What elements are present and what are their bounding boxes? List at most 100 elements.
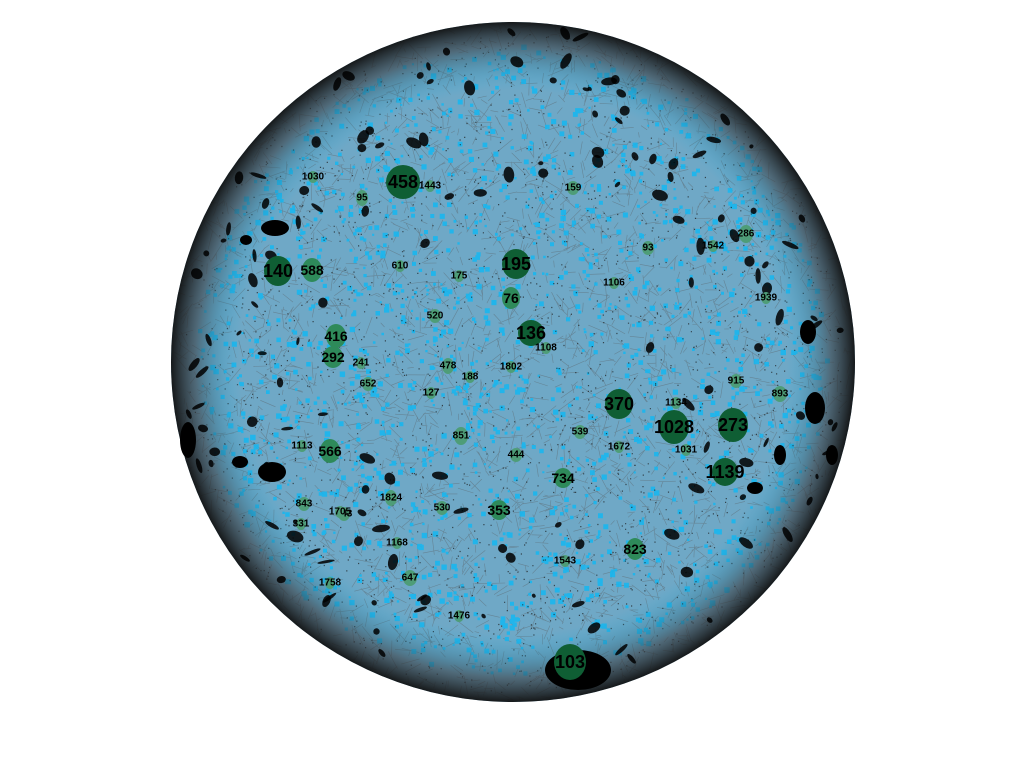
dense-cluster-blob [236, 330, 242, 336]
dense-cluster-blob [571, 600, 585, 608]
dense-cluster-blob [616, 89, 627, 98]
hub-node-circle [761, 292, 771, 304]
hub-node-label: 893 [772, 389, 789, 400]
dense-cluster-blob [538, 168, 549, 178]
hub-node-circle [626, 538, 644, 560]
dense-cluster-blob [246, 416, 258, 427]
dense-cluster-blob [750, 207, 757, 214]
dense-cluster-blob [782, 240, 799, 250]
dense-cluster-blob [827, 419, 834, 426]
hub-node-1031: 1031 [675, 444, 698, 456]
hub-node-label: 188 [462, 372, 479, 383]
hub-node-458: 458 [386, 165, 420, 199]
dense-cluster-blob [815, 473, 819, 480]
dense-cluster-blob [729, 229, 740, 243]
dense-cluster-blob [317, 559, 335, 564]
dense-cluster-blob [549, 77, 557, 84]
hub-node-circle [454, 270, 464, 282]
hub-node-label: 1134 [665, 398, 687, 409]
dense-cluster-blob [276, 576, 286, 584]
dense-cluster-blob [426, 62, 431, 71]
hub-node-circle [296, 518, 306, 530]
dense-cluster-blob [240, 554, 250, 562]
hub-node-circle [510, 448, 522, 462]
hub-node-circle [642, 241, 654, 255]
hub-node-652: 652 [360, 377, 377, 391]
hub-node-label: 1939 [755, 293, 778, 304]
dense-cluster-blob [250, 172, 267, 179]
hub-node-circle [773, 386, 787, 402]
dense-cluster-blob [295, 215, 301, 229]
dense-cluster-blob [342, 71, 355, 81]
hub-node-label: 1028 [654, 417, 694, 437]
dense-cluster-blob [672, 215, 685, 224]
hub-node-circle [325, 577, 335, 589]
dense-cluster-blob [192, 402, 205, 410]
hub-node-1134: 1134 [665, 397, 687, 409]
dense-cluster-blob [717, 214, 725, 223]
dense-cluster-blob [361, 485, 370, 494]
dense-cluster-blob [510, 56, 524, 68]
hub-node-circle [392, 537, 402, 549]
dense-cluster-blob [195, 366, 209, 378]
hub-node-circle [386, 165, 420, 199]
hub-node-circle [502, 249, 530, 279]
dense-cluster-blob [739, 537, 753, 549]
dense-cluster-blob [203, 250, 210, 257]
dense-cluster-blob [619, 105, 630, 116]
hub-node-label: 915 [728, 376, 745, 387]
dense-cluster-blob [226, 222, 231, 236]
hub-node-circle [671, 397, 681, 409]
hub-node-353: 353 [487, 500, 511, 520]
dense-cluster-blob [645, 342, 655, 353]
hub-node-159: 159 [565, 181, 582, 195]
dense-cluster-blob [416, 72, 424, 79]
dense-cluster-blob [744, 256, 755, 267]
dense-cluster-blob [444, 193, 455, 200]
hub-node-286: 286 [738, 225, 755, 243]
hub-node-588: 588 [300, 258, 324, 282]
hub-node-label: 458 [388, 172, 418, 192]
hub-node-label: 1139 [705, 462, 744, 482]
hub-node-1476: 1476 [448, 610, 471, 622]
hub-node-188: 188 [462, 371, 479, 383]
hub-node-circle [490, 500, 508, 520]
dense-cluster-blob [587, 86, 592, 91]
hub-node-circle [429, 309, 441, 323]
hub-node-241: 241 [353, 357, 370, 369]
hub-node-circle [708, 240, 718, 252]
hub-node-label: 175 [451, 271, 468, 282]
hub-node-843: 843 [296, 497, 313, 511]
dense-cluster-blob [453, 507, 469, 514]
dense-cluster-blob [257, 351, 267, 356]
dense-cluster-blob [413, 606, 427, 613]
hub-node-circle [454, 427, 468, 445]
hub-node-label: 286 [738, 229, 755, 240]
dense-cluster-blob [592, 154, 604, 168]
dense-cluster-blob [498, 544, 508, 553]
dense-cluster-blob [442, 47, 451, 56]
dense-cluster-blob [281, 426, 294, 431]
hub-node-circle [356, 190, 368, 206]
dense-cluster-blob [682, 397, 695, 411]
hub-node-circle [323, 346, 343, 368]
hub-node-1106: 1106 [603, 277, 625, 289]
hub-node-label: 823 [623, 541, 647, 557]
hub-node-circle [554, 468, 572, 488]
hub-node-1758: 1758 [319, 577, 342, 589]
hub-node-circle [425, 180, 435, 192]
hub-node-416: 416 [324, 324, 348, 348]
hub-node-label: 1705 [329, 507, 352, 518]
hub-node-1139: 1139 [705, 458, 745, 486]
dense-cluster-blob [195, 458, 203, 474]
hub-node-label: 292 [321, 349, 345, 365]
dense-cluster-blob [611, 75, 620, 85]
dense-cluster-blob [739, 494, 747, 501]
dense-cluster-blob [762, 261, 769, 269]
dense-cluster-blob [357, 509, 367, 517]
dense-cluster-blob [420, 238, 430, 248]
hub-nodes: 458 195 140 136 370 1028 273 1139 103 588 416 292 56… [263, 165, 789, 680]
hub-node-103: 103 [554, 644, 586, 680]
hub-node-circle [454, 610, 464, 622]
dense-cluster-blob [795, 411, 806, 420]
